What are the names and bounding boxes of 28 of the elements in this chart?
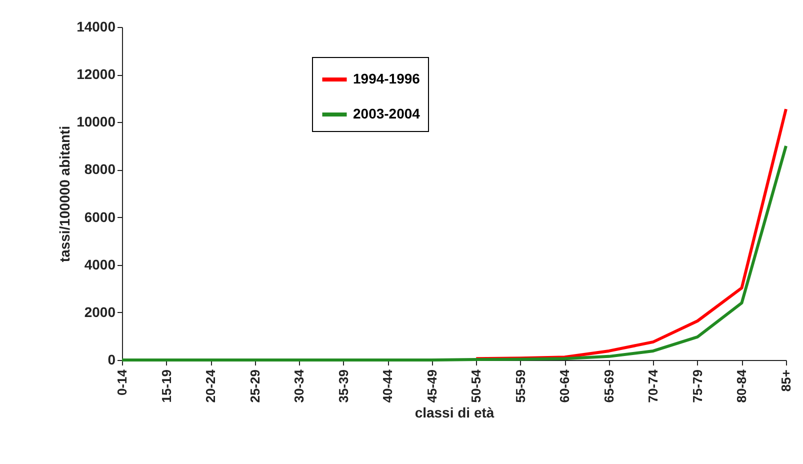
y-axis-title: tassi/100000 abitanti (56, 126, 73, 262)
x-tick-label: 25-29 (247, 370, 262, 403)
y-tick-label: 2000 (84, 304, 116, 320)
x-tick-label: 30-34 (292, 368, 307, 403)
legend-label: 2003-2004 (353, 106, 420, 122)
x-tick-label: 60-64 (557, 368, 572, 403)
y-tick-label: 6000 (84, 208, 116, 225)
x-axis-title: classi di età (414, 404, 494, 421)
x-tick-label: 40-44 (380, 368, 396, 403)
x-tick-label: 80-84 (734, 368, 750, 403)
y-tick-label: 8000 (84, 161, 116, 178)
x-tick-label: 55-59 (512, 370, 528, 403)
y-tick-label: 12000 (76, 66, 116, 82)
x-tick-label: 15-19 (158, 370, 174, 403)
x-tick-label: 45-49 (424, 370, 440, 403)
x-tick-label: 50-54 (468, 368, 484, 403)
y-tick-label: 0 (108, 352, 116, 368)
legend-label: 1994-1996 (353, 70, 420, 86)
x-tick-label: 75-79 (690, 370, 705, 403)
x-tick-label: 70-74 (646, 368, 661, 403)
y-tick-label: 14000 (76, 18, 116, 34)
x-tick-label: 0-14 (114, 368, 130, 396)
y-tick-label: 4000 (84, 256, 116, 272)
x-tick-label: 35-39 (336, 370, 351, 403)
x-tick-label: 65-69 (601, 370, 616, 403)
x-tick-label: 85+ (778, 369, 794, 392)
y-tick-label: 10000 (76, 114, 116, 130)
x-tick-label: 20-24 (203, 368, 218, 403)
